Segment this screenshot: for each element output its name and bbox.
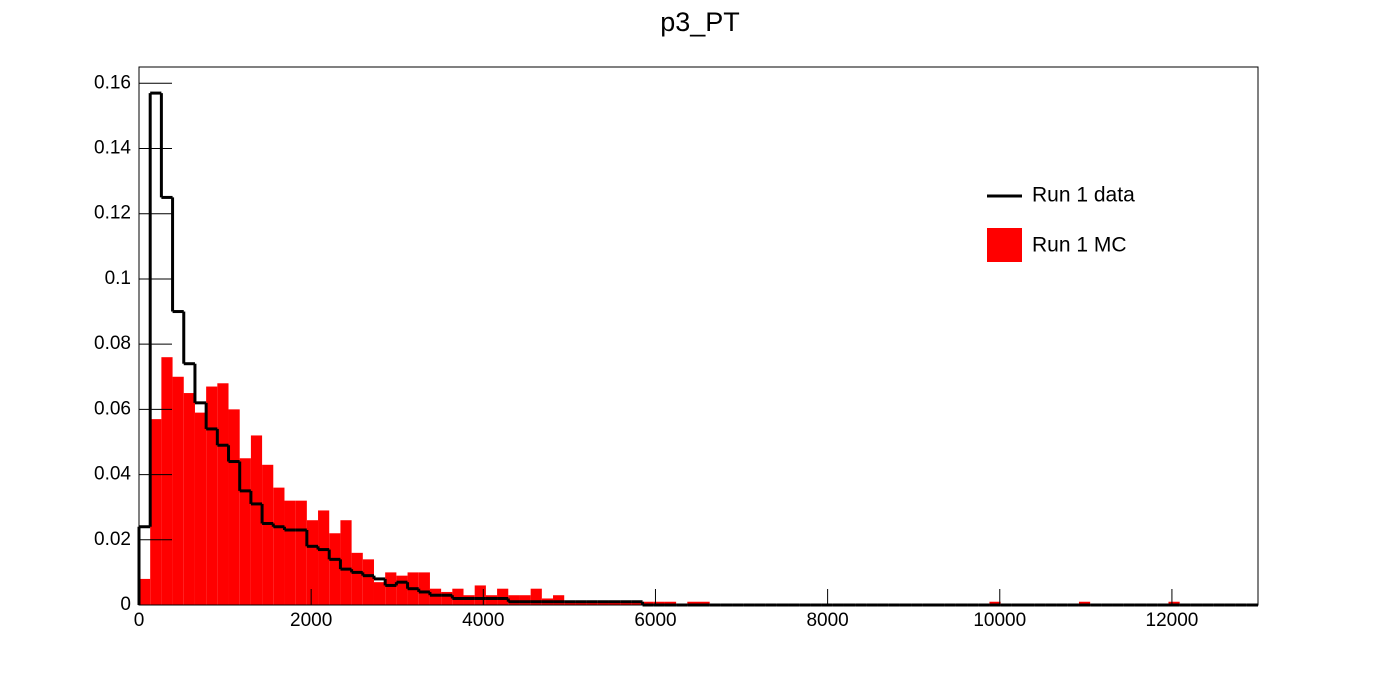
bar: [228, 409, 240, 605]
bar: [161, 357, 173, 605]
y-tick-label: 0.14: [94, 138, 131, 159]
bar: [318, 510, 330, 605]
bar: [150, 419, 162, 605]
legend-label: Run 1 MC: [1032, 234, 1127, 257]
bar: [306, 520, 319, 605]
bar: [989, 601, 1001, 605]
y-tick-label: 0.1: [105, 268, 131, 289]
bar: [217, 383, 229, 605]
bar: [362, 559, 374, 605]
bar: [508, 595, 520, 605]
y-tick-label: 0: [120, 594, 131, 615]
bar: [642, 601, 654, 605]
chart-title: p3_PT: [660, 7, 740, 37]
y-tick-label: 0.04: [94, 464, 131, 485]
bar: [273, 487, 285, 605]
bar: [373, 582, 386, 605]
bar: [139, 578, 151, 605]
bar: [664, 601, 677, 605]
bar: [418, 572, 430, 605]
bar: [653, 601, 665, 605]
bar: [183, 393, 195, 605]
bar: [1078, 601, 1091, 605]
bar: [530, 588, 542, 605]
plot-frame: [138, 66, 1259, 606]
bar: [485, 595, 498, 605]
bar: [586, 601, 598, 605]
bar: [396, 575, 408, 605]
bar: [194, 412, 207, 605]
bar: [295, 500, 307, 605]
bar: [429, 588, 442, 605]
y-tick-label: 0.06: [94, 398, 131, 419]
bar: [351, 552, 363, 605]
bar: [1168, 601, 1180, 605]
bar: [519, 595, 531, 605]
x-tick-label: 6000: [634, 610, 676, 631]
bar: [206, 386, 218, 605]
x-tick-label: 8000: [806, 610, 848, 631]
bar: [441, 591, 453, 605]
bar: [608, 601, 621, 605]
bar: [631, 601, 643, 605]
bar: [564, 601, 576, 605]
x-tick-label: 2000: [290, 610, 332, 631]
bar: [597, 601, 609, 605]
y-tick-label: 0.12: [94, 203, 131, 224]
bar: [284, 500, 296, 605]
legend-label: Run 1 data: [1032, 184, 1135, 207]
legend-swatch: [987, 228, 1022, 262]
bar: [262, 464, 274, 605]
bar: [239, 458, 251, 605]
bar: [385, 572, 397, 605]
bar: [687, 601, 699, 605]
y-tick-label: 0.16: [94, 72, 131, 93]
bar: [250, 435, 263, 605]
x-tick-label: 12000: [1146, 610, 1199, 631]
x-tick-label: 0: [134, 610, 145, 631]
bar: [452, 588, 464, 605]
bar: [553, 595, 565, 605]
bar: [463, 595, 475, 605]
y-tick-label: 0.02: [94, 529, 131, 550]
bar: [575, 601, 587, 605]
bar: [329, 533, 341, 605]
bar: [340, 520, 352, 605]
bar: [172, 376, 184, 605]
bar: [698, 601, 710, 605]
bar: [474, 585, 486, 605]
x-tick-label: 10000: [973, 610, 1026, 631]
y-tick-label: 0.08: [94, 333, 131, 354]
bar: [497, 588, 509, 605]
x-tick-label: 4000: [462, 610, 504, 631]
bar: [620, 601, 632, 605]
